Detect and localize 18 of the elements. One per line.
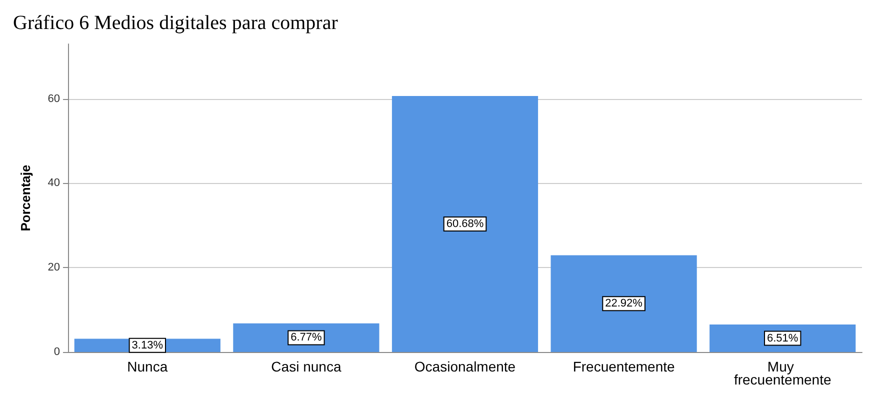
x-tick-label: Ocasionalmente [414,358,516,374]
x-tick-label: Muy frecuentemente [734,358,832,388]
data-label: 22.92% [605,298,643,310]
chart-title: Gráfico 6 Medios digitales para comprar [13,12,338,34]
x-tick-label: Casi nunca [271,358,342,374]
y-tick-label: 60 [48,92,60,105]
data-label: 3.13% [132,339,164,352]
bar [550,255,697,352]
bar [392,96,538,352]
y-tick-label: 20 [48,262,60,274]
data-label: 60.68% [446,218,484,230]
y-tick-label: 0 [54,346,60,358]
x-tick-label: Frecuentemente [572,358,675,374]
y-tick-label: 40 [48,177,60,190]
data-label: 6.51% [767,332,798,344]
data-label: 6.77% [290,332,322,344]
y-axis-title: Porcentaje [18,164,33,232]
x-tick-label: Nunca [127,358,168,374]
